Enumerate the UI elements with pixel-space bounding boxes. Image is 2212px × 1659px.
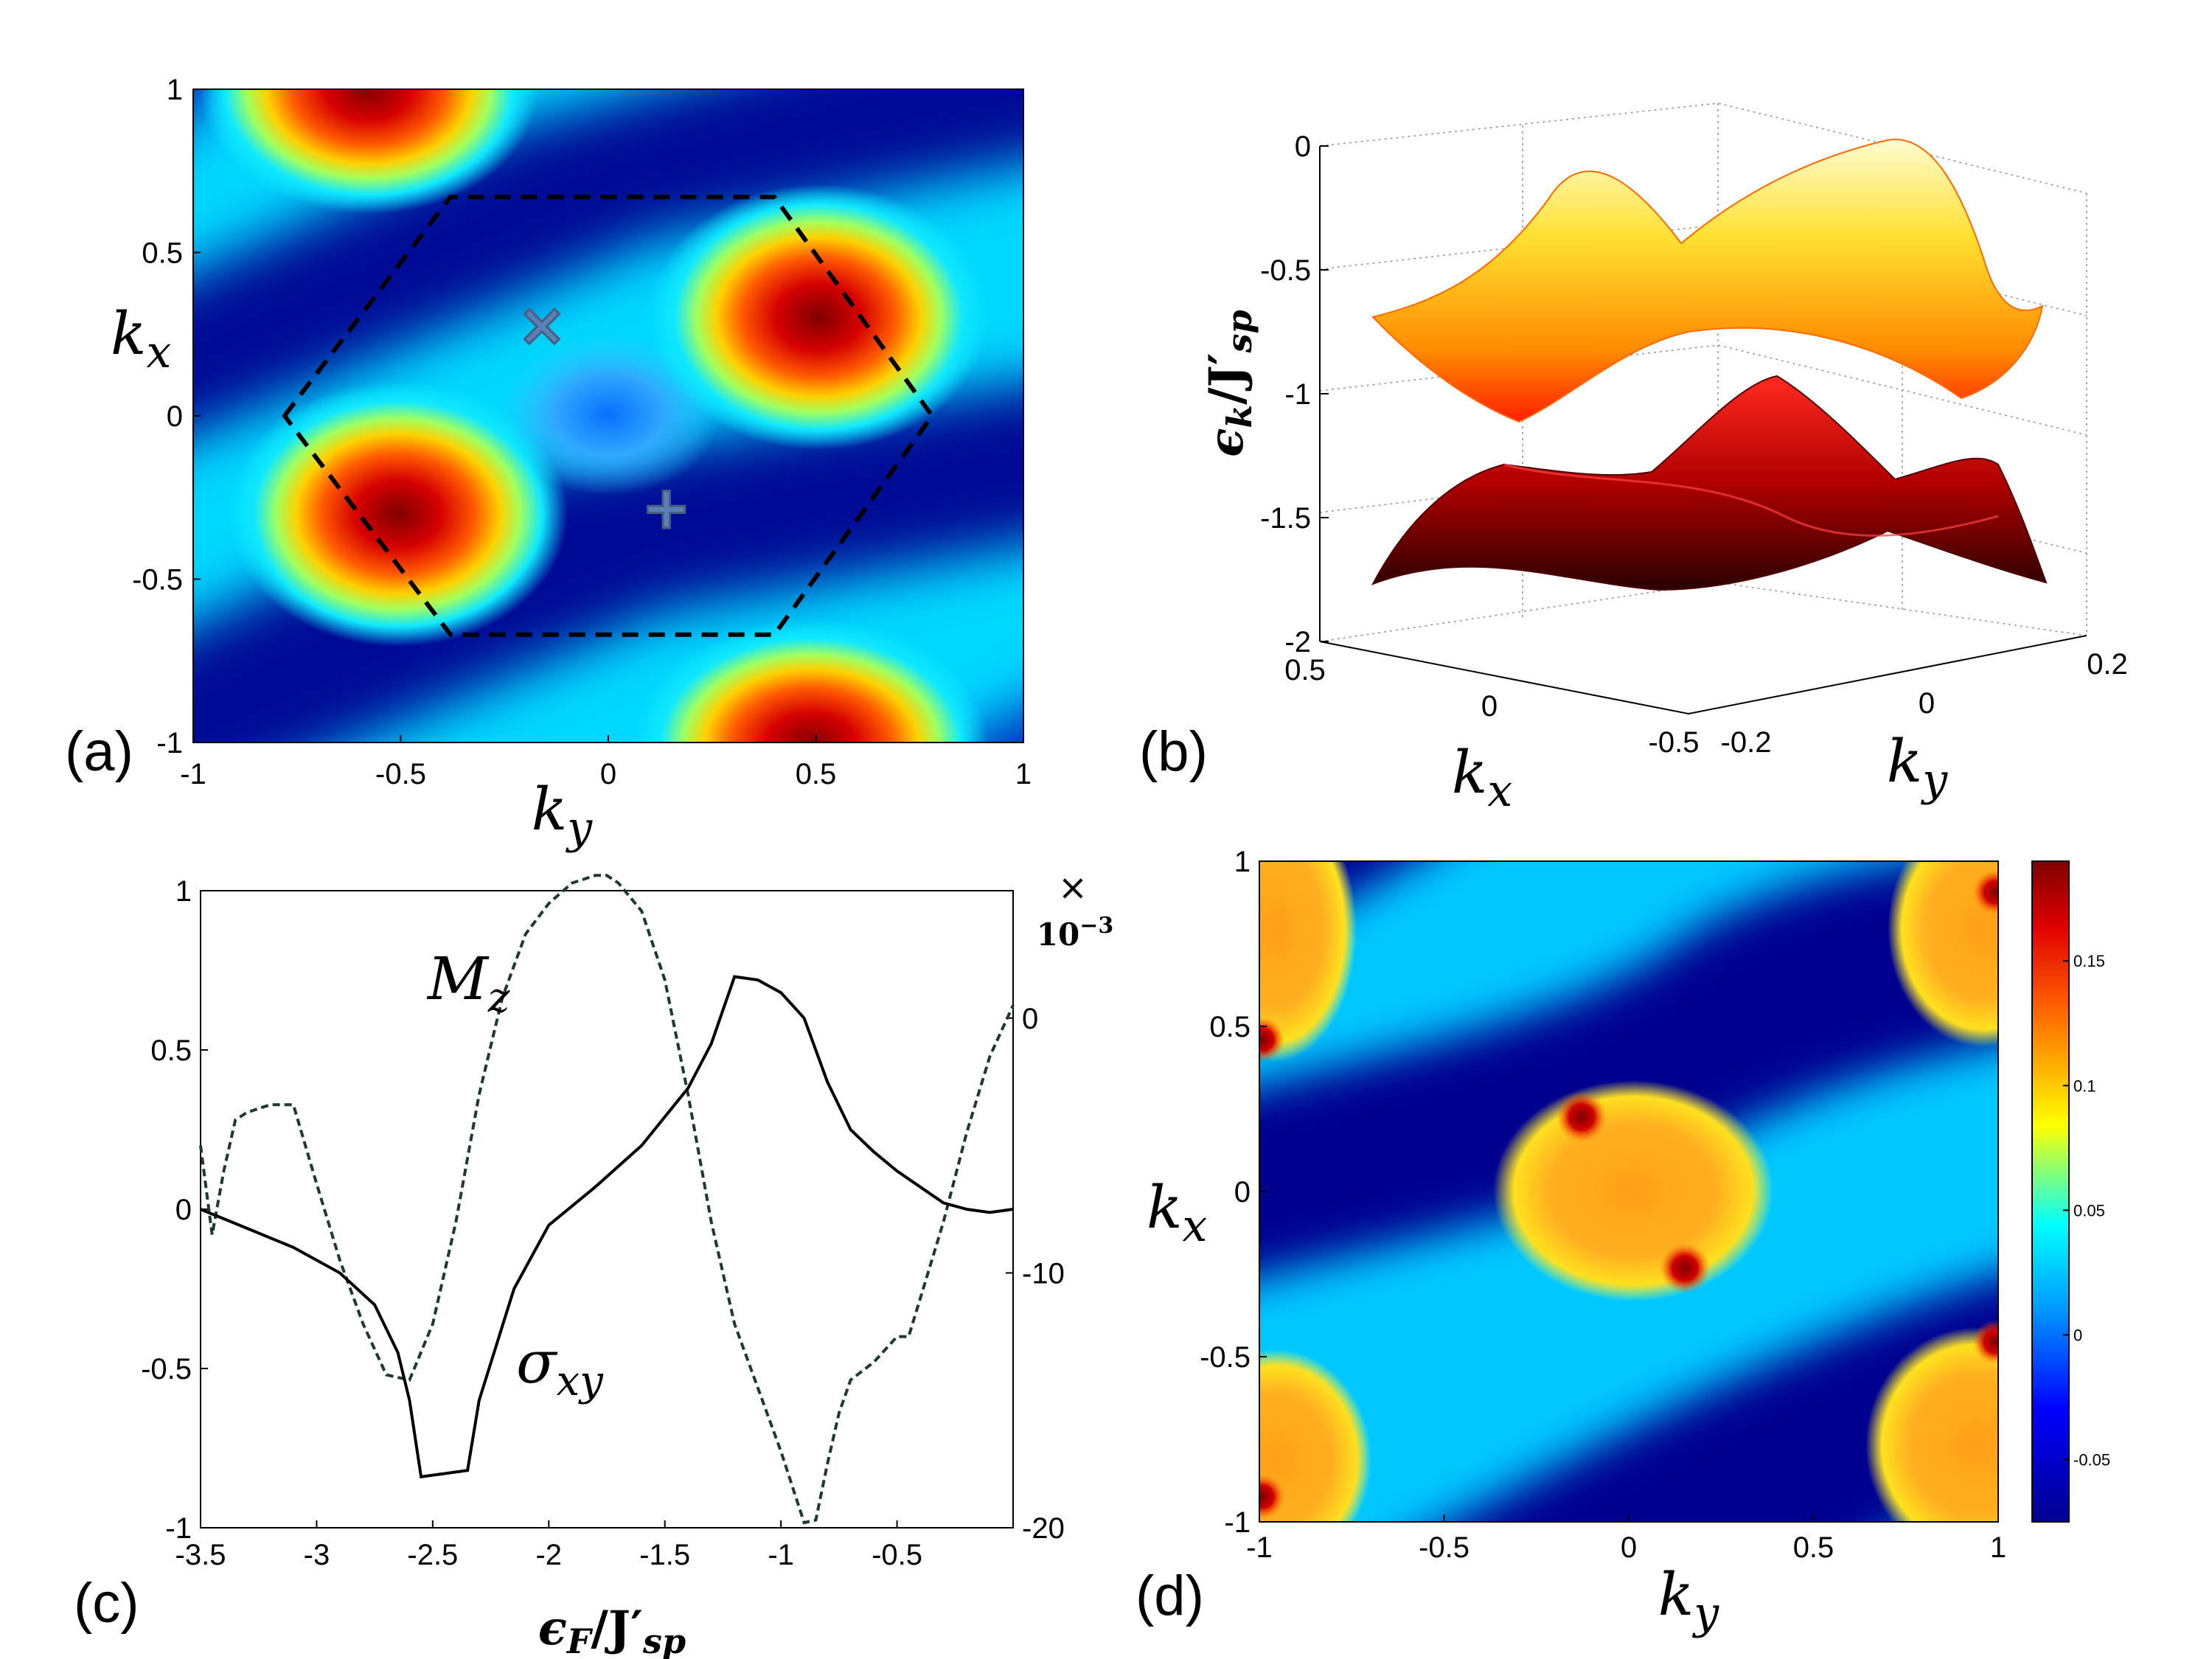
panel-b-ky-label: ky xyxy=(1887,727,1948,806)
colorbar-tick-label: 0.05 xyxy=(2073,1201,2105,1220)
x-tick-label: -1.5 xyxy=(639,1539,690,1571)
y-tick-label: -0.5 xyxy=(141,1353,192,1385)
z-tick-label: -1.5 xyxy=(1260,502,1311,535)
x-tick-label: -3.5 xyxy=(175,1539,226,1571)
series-sigma-xy-line xyxy=(200,975,1014,1479)
kx-tick-label: -0.5 xyxy=(1649,726,1700,759)
k-point-cross-marker: × xyxy=(517,291,566,359)
panel-d-y-label: kx xyxy=(1147,1173,1207,1252)
z-tick-label: -0.5 xyxy=(1260,254,1311,287)
x-tick-label: -2 xyxy=(535,1539,562,1571)
x-tick-label: 0 xyxy=(600,758,616,790)
y2-tick-label: -10 xyxy=(1022,1257,1065,1290)
kx-tick-label: 0.5 xyxy=(1284,654,1326,686)
panel-c: -3.5 -3 -2.5 -2 -1.5 -1 -0.5 1 0.5 0 -0.5 -1 0 -10 -… xyxy=(74,867,1113,1659)
panel-b-z-ticks: 0 -0.5 -1 -1.5 -2 xyxy=(1260,131,1329,658)
colorbar-tick-label: 0.1 xyxy=(2073,1077,2096,1095)
panel-c-x-label: ϵF/J′sp xyxy=(538,1601,686,1659)
panel-d-colorbar xyxy=(2031,860,2070,1523)
brillouin-zone-hexagon xyxy=(282,195,935,637)
panel-b-z-label: ϵk/J′sp xyxy=(1199,310,1259,456)
y-tick-label: -1 xyxy=(156,727,183,759)
x-tick-label: -0.5 xyxy=(1419,1531,1470,1564)
panel-d-colorbar-ticks: 0.15 0.1 0.05 0 -0.05 xyxy=(2063,952,2110,1469)
panel-d-x-label: ky xyxy=(1658,1560,1719,1639)
panel-a: × + -1 -0.5 0 0.5 1 -1 -0.5 0 0.5 1 ky kx (a) xyxy=(65,74,1032,854)
lower-band-surface xyxy=(1371,375,2048,591)
y-tick-label: 0.5 xyxy=(142,237,183,270)
annotation-Mz: Mz xyxy=(426,945,510,1022)
panel-b-kx-label: kx xyxy=(1452,738,1512,817)
y-tick-label: 1 xyxy=(167,74,183,106)
k-prime-point-plus-marker: + xyxy=(641,473,691,542)
upper-band-surface xyxy=(1371,139,2044,423)
panel-a-x-ticks: -1 -0.5 0 0.5 1 xyxy=(180,735,1032,790)
kx-tick-label: 0 xyxy=(1481,690,1498,723)
panel-c-y2-ticks: 0 -10 -20 xyxy=(1006,1003,1065,1545)
colorbar-tick-label: -0.05 xyxy=(2073,1450,2110,1469)
panel-d: 0.15 0.1 0.05 0 -0.05 -1 -0.5 0 0.5 1 -1 -0.5 0 0.5… xyxy=(1135,846,2110,1639)
ky-tick-label: 0 xyxy=(1919,687,1935,720)
annotation-sigma-xy: σxy xyxy=(516,1328,604,1405)
y-tick-label: -0.5 xyxy=(132,564,183,597)
z-tick-label: 0 xyxy=(1295,131,1311,163)
x-tick-label: 0 xyxy=(1621,1531,1637,1564)
x-tick-label: -3 xyxy=(304,1539,330,1571)
panel-c-axes-frame xyxy=(200,890,1014,1528)
y2-exponent-times: × xyxy=(1058,867,1088,908)
x-tick-label: -1 xyxy=(180,758,206,790)
ky-tick-label: -0.2 xyxy=(1721,726,1772,759)
y-tick-label: 0.5 xyxy=(150,1034,192,1067)
y-tick-label: -0.5 xyxy=(1200,1341,1251,1374)
x-tick-label: -1 xyxy=(1246,1531,1273,1564)
x-tick-label: 1 xyxy=(1990,1531,2006,1564)
panel-d-label: (d) xyxy=(1135,1565,1204,1627)
panel-a-x-label: ky xyxy=(532,775,593,854)
x-tick-label: -0.5 xyxy=(375,758,426,790)
y-tick-label: 0 xyxy=(167,400,183,433)
panel-c-label: (c) xyxy=(74,1572,139,1635)
y-tick-label: -1 xyxy=(1224,1506,1251,1539)
y2-exponent: 10−3 xyxy=(1037,913,1113,953)
y-tick-label: 1 xyxy=(175,875,192,908)
y-tick-label: -1 xyxy=(165,1512,192,1545)
y-tick-label: 1 xyxy=(1234,846,1251,878)
y2-tick-label: -20 xyxy=(1022,1512,1065,1545)
x-tick-label: 0.5 xyxy=(1793,1531,1834,1564)
panel-c-y-ticks: 1 0.5 0 -0.5 -1 xyxy=(141,875,208,1545)
z-tick-label: -2 xyxy=(1284,626,1311,658)
panel-a-heatmap xyxy=(193,89,1023,742)
x-tick-label: 0.5 xyxy=(796,758,837,790)
x-tick-label: -0.5 xyxy=(872,1539,922,1571)
x-tick-label: -2.5 xyxy=(407,1539,458,1571)
panel-a-y-label: kx xyxy=(111,299,171,378)
colorbar-tick-label: 0 xyxy=(2073,1326,2082,1344)
panel-a-label: (a) xyxy=(65,720,133,783)
x-tick-label: 1 xyxy=(1015,758,1032,790)
series-Mz-line xyxy=(199,874,1015,1525)
panel-c-x-ticks: -3.5 -3 -2.5 -2 -1.5 -1 -0.5 xyxy=(175,1520,922,1571)
panel-b-ky-ticks: -0.2 0 0.2 xyxy=(1721,648,2128,759)
y-tick-label: 0 xyxy=(1234,1176,1251,1208)
panel-b-label: (b) xyxy=(1139,720,1208,783)
panel-d-x-ticks: -1 -0.5 0 0.5 1 xyxy=(1246,1514,2006,1564)
panel-d-y-ticks: -1 -0.5 0 0.5 1 xyxy=(1200,846,1267,1539)
y-tick-label: 0 xyxy=(175,1194,192,1226)
colorbar-tick-label: 0.15 xyxy=(2073,952,2105,970)
panel-b-kx-ticks: 0.5 0 -0.5 xyxy=(1284,654,1699,759)
panel-a-y-ticks: -1 -0.5 0 0.5 1 xyxy=(132,74,201,759)
y2-tick-label: 0 xyxy=(1022,1003,1038,1035)
panel-b: 0 -0.5 -1 -1.5 -2 0.5 0 -0.5 -0.2 0 0.2 kx ky ϵk… xyxy=(1139,102,2128,817)
ky-tick-label: 0.2 xyxy=(2087,648,2128,681)
x-tick-label: -1 xyxy=(768,1539,794,1571)
y-tick-label: 0.5 xyxy=(1209,1011,1251,1043)
panel-d-heatmap xyxy=(1259,861,1998,1522)
z-tick-label: -1 xyxy=(1284,378,1311,411)
